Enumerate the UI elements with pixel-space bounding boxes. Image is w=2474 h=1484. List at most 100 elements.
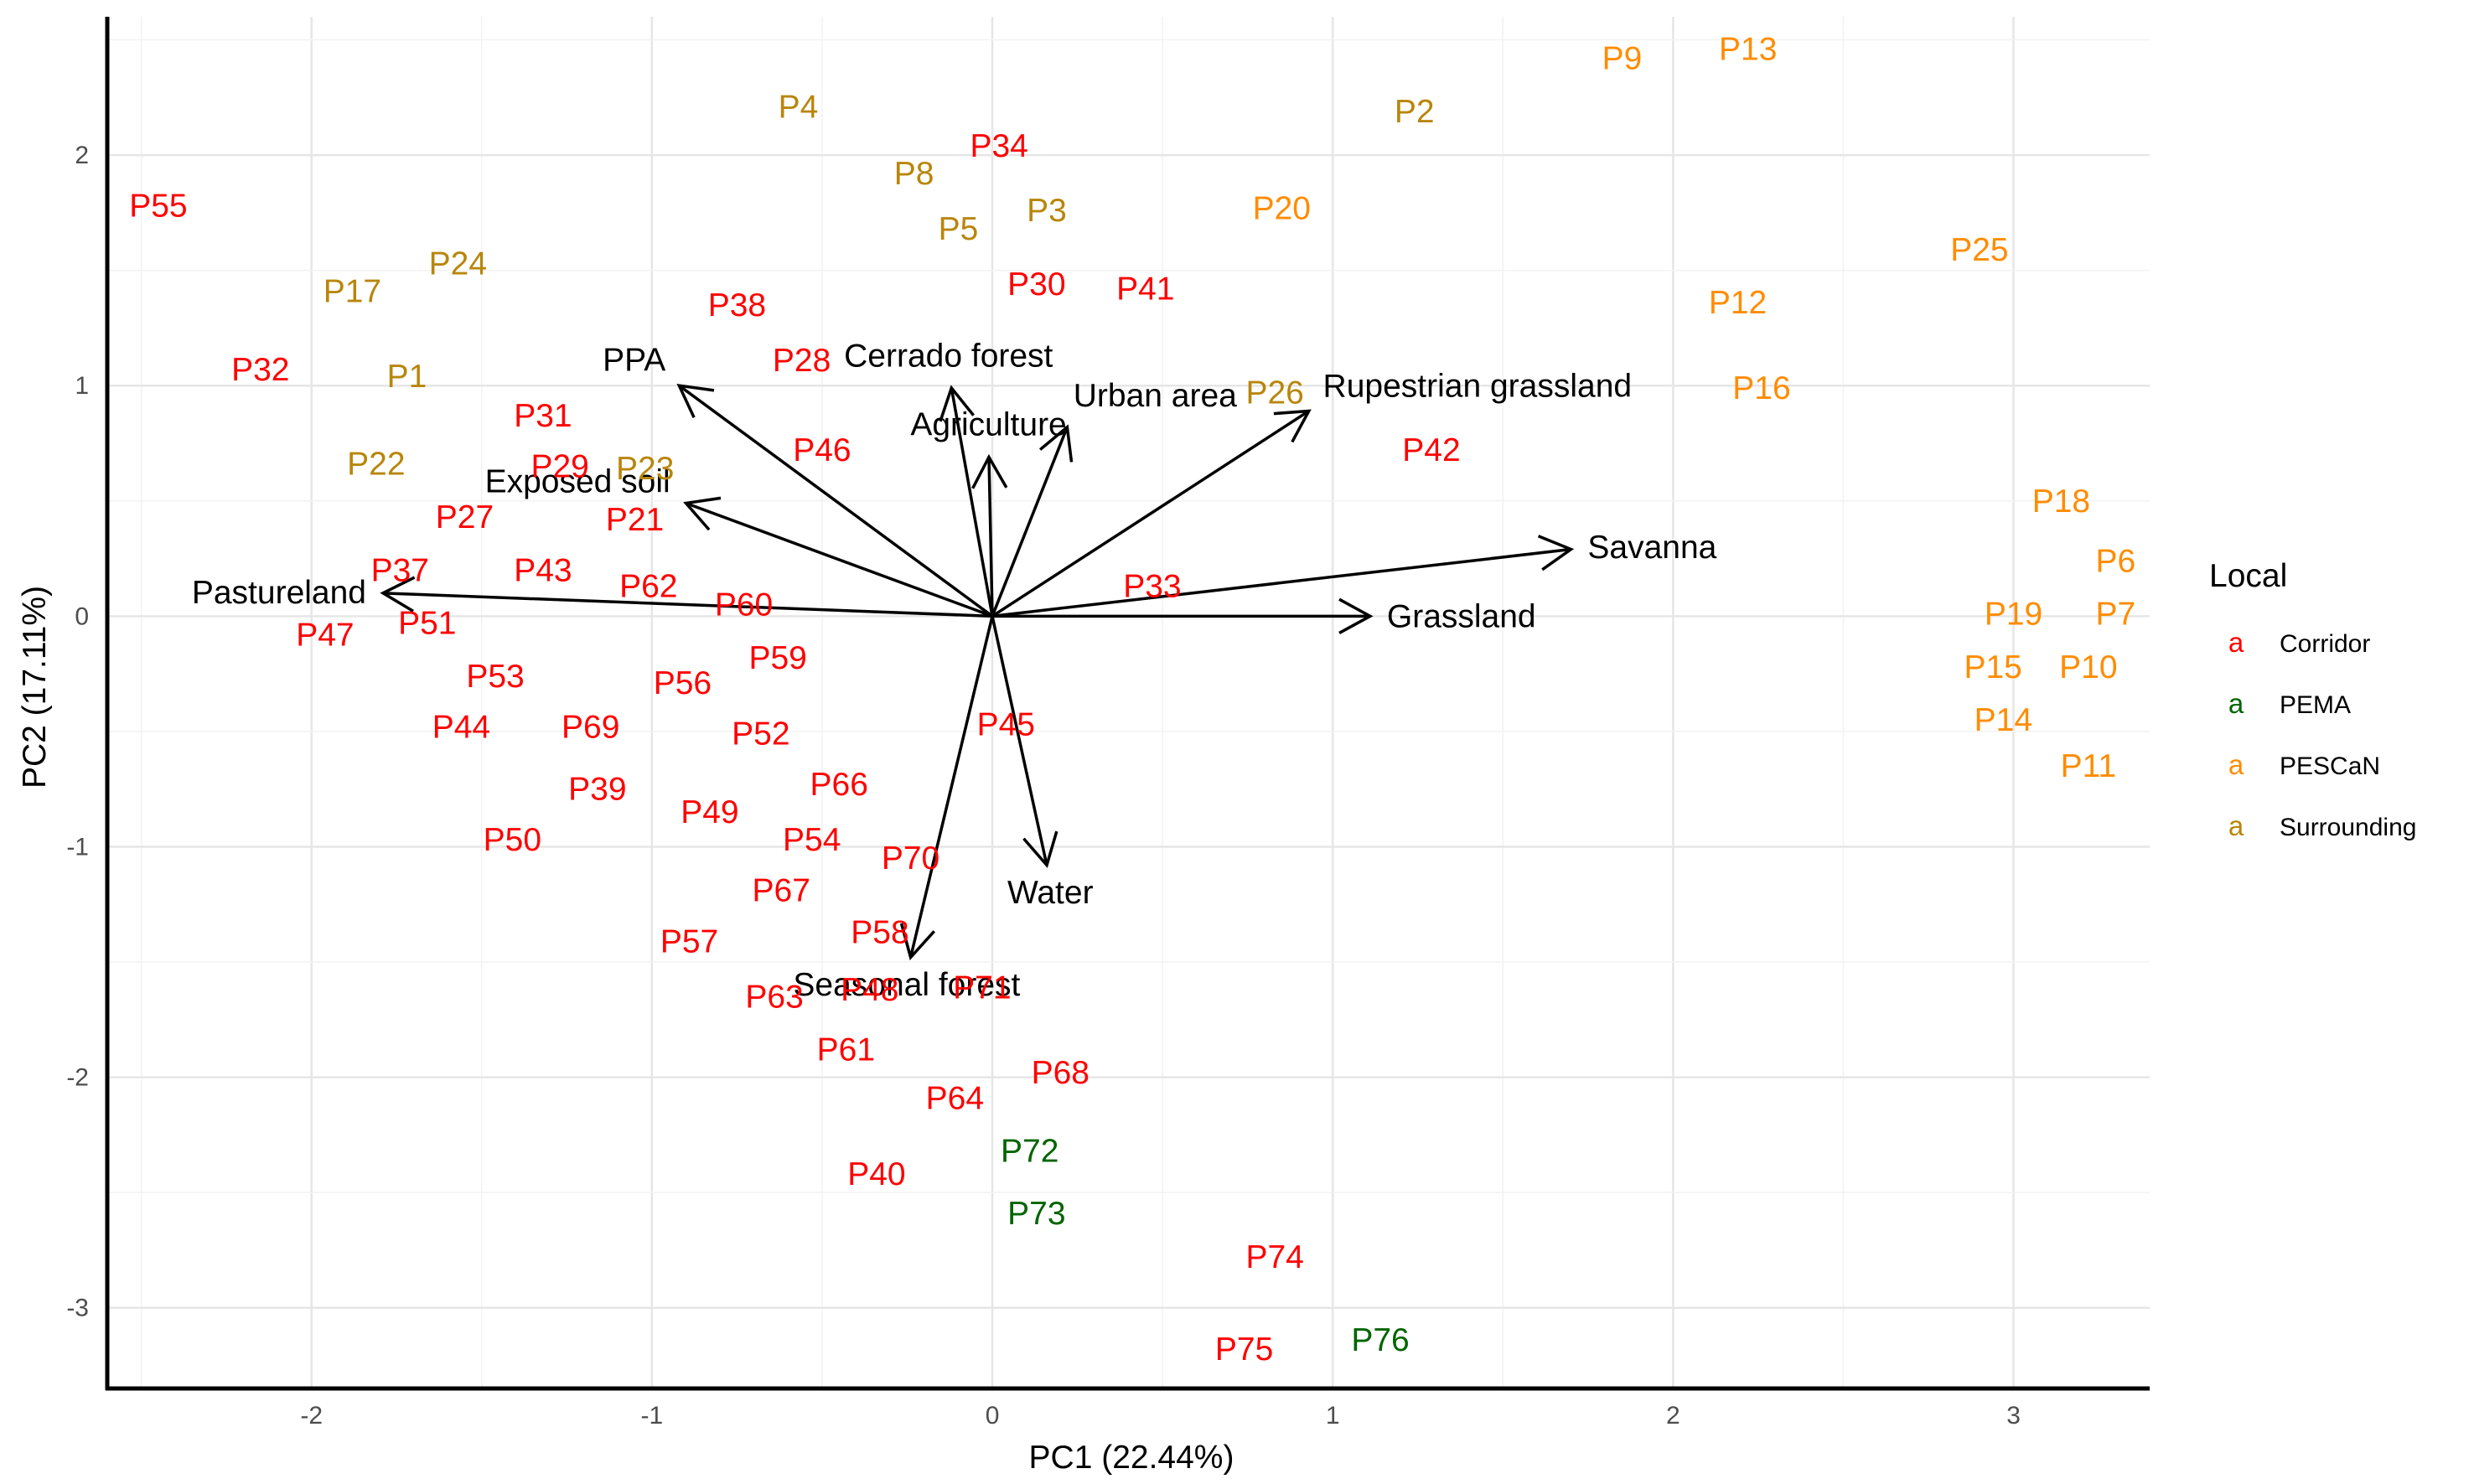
vector-line [678,384,994,618]
point-label: P63 [745,979,803,1015]
point-label: P32 [231,352,289,388]
point-label: P33 [1123,569,1181,605]
loading-vectors: Cerrado forest PPA Urban area Rupestrian gr… [192,338,1717,1003]
legend-entry-label: PESCaN [2280,752,2380,780]
vector-arrowhead [971,453,1008,489]
point-label: P4 [779,89,819,125]
point-label: P55 [129,189,187,225]
point-label: P12 [1709,285,1767,321]
point-label: P31 [514,398,572,434]
legend-key: a [2228,688,2244,719]
point-label: P43 [514,552,572,588]
point-label: P26 [1245,375,1303,411]
point-label: P23 [616,451,674,487]
point-label: P25 [1950,232,2008,268]
point-label: P24 [429,246,487,282]
point-label: P59 [748,640,806,676]
point-label: P48 [841,972,898,1008]
point-label: P30 [1007,266,1065,302]
vector-label: Savanna [1587,530,1716,566]
point-label: P75 [1215,1331,1273,1368]
point-label: P57 [660,923,718,959]
y-tick-label: 1 [75,372,89,400]
vector-line [382,592,993,618]
x-tick-label: 1 [1326,1402,1340,1430]
point-label: P20 [1253,190,1311,226]
point-label: P5 [939,211,979,247]
point-label: P71 [953,970,1011,1006]
vector-arrowhead [1338,597,1374,634]
point-label: P16 [1732,370,1790,406]
vector-line [908,615,994,958]
legend-entry-label: Surrounding [2280,814,2416,841]
point-label: P58 [851,914,908,950]
point-label: P3 [1027,193,1067,229]
point-label: P14 [1975,702,2032,738]
legend: Local a Corridor a PEMA a PESCaN a Surrounding [2209,558,2416,841]
vector-line [950,387,994,617]
y-tick-label: 2 [75,142,89,169]
point-label: P29 [531,448,588,484]
point-label: P34 [970,128,1027,164]
x-tick-label: -2 [300,1402,323,1430]
x-axis-title: PC1 (22.44%) [1029,1440,1234,1476]
vector-label: Rupestrian grassland [1323,369,1633,405]
point-label: P46 [793,432,851,468]
point-label: P56 [654,665,712,701]
vector-arrowhead [1537,535,1575,571]
tick-labels: -2 -1 0 1 2 3 -3 -2 -1 0 1 2 [66,142,2021,1430]
legend-key: a [2228,627,2244,658]
point-label: P69 [562,709,619,745]
vector-label: Pastureland [192,575,366,611]
point-label: P7 [2096,597,2136,633]
point-label: P18 [2032,483,2090,520]
point-label: P49 [681,794,738,830]
point-label: P62 [619,569,677,605]
point-label: P42 [1402,432,1460,468]
point-label: P50 [484,822,541,858]
vector-arrowhead [1022,830,1058,869]
point-label: P15 [1964,649,2021,685]
vector-label: PPA [603,342,665,378]
legend-key: a [2228,749,2244,780]
vector-line [991,547,1571,618]
axes [105,17,2150,1391]
point-label: P8 [894,156,934,192]
point-label: P41 [1116,271,1174,308]
point-label: P28 [773,343,831,379]
legend-key: a [2228,810,2244,841]
point-label: P9 [1602,41,1643,77]
vector-arrowhead [939,385,975,422]
point-label: P47 [296,617,354,653]
y-tick-label: -2 [66,1064,89,1092]
point-label: P10 [2059,649,2117,685]
point-label: P38 [708,287,766,323]
vector-arrowhead [899,923,936,961]
legend-entry-label: Corridor [2280,630,2370,658]
point-label: P40 [847,1156,905,1192]
vector-label: Grassland [1387,598,1536,634]
vector-arrowhead [380,576,416,613]
point-label: P27 [436,499,494,535]
point-label: P68 [1032,1055,1089,1091]
point-label: P11 [2061,748,2117,784]
point-label: P64 [926,1080,984,1116]
point-label: P54 [783,822,841,858]
point-label: P60 [715,587,773,623]
legend-title: Local [2209,558,2287,594]
point-label: P13 [1719,32,1777,68]
point-label: P22 [347,447,405,483]
vector-arrowhead [683,496,722,531]
point-label: P45 [977,707,1035,743]
vector-arrowhead [676,384,715,419]
point-label: P37 [371,552,429,588]
vector-label: Agriculture [910,406,1066,442]
point-label: P70 [882,840,939,876]
point-label: P52 [732,716,789,752]
point-label: P17 [323,273,381,309]
y-tick-label: 0 [75,602,89,630]
point-label: P1 [387,359,427,395]
point-label: P39 [568,772,626,808]
